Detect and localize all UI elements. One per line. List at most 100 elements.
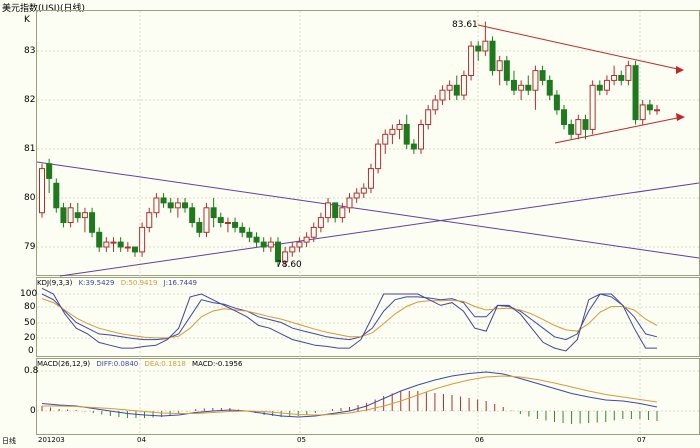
candle[interactable] (67, 202, 74, 228)
candle[interactable] (618, 70, 625, 86)
candle[interactable] (446, 80, 453, 100)
candle[interactable] (174, 198, 181, 218)
candle-body (346, 197, 353, 209)
candle[interactable] (418, 119, 425, 154)
candle[interactable] (332, 202, 339, 223)
candle[interactable] (525, 75, 532, 96)
candle[interactable] (546, 75, 553, 101)
candle[interactable] (117, 237, 124, 252)
candle[interactable] (296, 237, 303, 252)
candle[interactable] (124, 242, 131, 252)
candle[interactable] (189, 202, 196, 228)
candle[interactable] (110, 237, 117, 252)
candle[interactable] (325, 198, 332, 223)
candle[interactable] (396, 119, 403, 140)
candle[interactable] (46, 158, 53, 194)
candle[interactable] (89, 207, 96, 238)
candle[interactable] (182, 198, 189, 213)
candle[interactable] (146, 207, 153, 233)
candle[interactable] (654, 104, 660, 115)
candle[interactable] (639, 100, 646, 125)
candle[interactable] (232, 217, 239, 233)
candle[interactable] (568, 119, 575, 140)
candle[interactable] (625, 60, 632, 86)
candle[interactable] (589, 80, 596, 135)
candle[interactable] (425, 104, 432, 130)
candle[interactable] (561, 104, 568, 130)
candle[interactable] (389, 124, 396, 145)
candlesticks (39, 21, 660, 267)
candle[interactable] (203, 202, 210, 238)
candle[interactable] (432, 95, 439, 115)
candle[interactable] (317, 212, 324, 233)
period-label[interactable]: 日线 (2, 437, 16, 445)
candle[interactable] (353, 188, 360, 203)
candle[interactable] (382, 129, 389, 154)
candle-body (375, 143, 382, 170)
kdj-j-value: J:16.7449 (163, 279, 198, 287)
candle[interactable] (360, 183, 367, 198)
candle[interactable] (482, 21, 489, 56)
candle[interactable] (210, 198, 217, 228)
candle[interactable] (346, 193, 353, 213)
candle[interactable] (224, 217, 231, 233)
candle[interactable] (518, 80, 525, 100)
candle[interactable] (60, 202, 67, 228)
candle[interactable] (460, 70, 467, 100)
candle[interactable] (246, 227, 253, 243)
candle[interactable] (475, 41, 482, 61)
candle[interactable] (310, 222, 317, 243)
candle[interactable] (74, 202, 81, 223)
candle[interactable] (267, 237, 274, 252)
candle[interactable] (503, 55, 510, 86)
resistance-line[interactable] (477, 24, 683, 71)
candle[interactable] (167, 198, 174, 213)
candle[interactable] (260, 237, 267, 252)
candle[interactable] (510, 70, 517, 96)
candle[interactable] (468, 41, 475, 81)
candle[interactable] (160, 193, 167, 208)
candle[interactable] (582, 114, 589, 140)
candle[interactable] (410, 139, 417, 154)
candle[interactable] (403, 114, 410, 149)
candle[interactable] (646, 100, 653, 115)
candle[interactable] (289, 242, 296, 257)
candle[interactable] (611, 65, 618, 86)
candle[interactable] (367, 163, 374, 194)
candle[interactable] (375, 139, 382, 174)
candle[interactable] (496, 55, 503, 86)
candle[interactable] (81, 207, 88, 233)
candle[interactable] (217, 212, 224, 228)
candle[interactable] (196, 217, 203, 238)
candle[interactable] (439, 85, 446, 105)
kdj-k-line (41, 293, 658, 341)
candle[interactable] (39, 163, 45, 218)
trendline-down[interactable] (36, 161, 700, 259)
candle[interactable] (339, 202, 346, 223)
candle[interactable] (239, 222, 246, 238)
candle[interactable] (53, 178, 60, 213)
support-line[interactable] (554, 116, 683, 144)
candle-body (203, 207, 210, 233)
candle[interactable] (553, 90, 560, 115)
candle[interactable] (103, 237, 110, 252)
candle[interactable] (274, 237, 281, 267)
candle[interactable] (96, 227, 103, 252)
candle[interactable] (489, 36, 496, 76)
kdj-tick-20: 20 (24, 333, 36, 343)
candle[interactable] (253, 232, 260, 247)
candle[interactable] (575, 114, 582, 140)
trendline-up[interactable] (59, 182, 700, 277)
candle[interactable] (303, 232, 310, 247)
candle[interactable] (153, 193, 160, 218)
candle[interactable] (139, 222, 146, 257)
candle[interactable] (532, 65, 539, 110)
candle[interactable] (282, 247, 289, 267)
candle[interactable] (596, 80, 603, 96)
candle[interactable] (131, 246, 138, 257)
candle[interactable] (603, 75, 610, 96)
candle[interactable] (453, 75, 460, 101)
candle[interactable] (539, 65, 546, 86)
candle[interactable] (632, 60, 639, 125)
